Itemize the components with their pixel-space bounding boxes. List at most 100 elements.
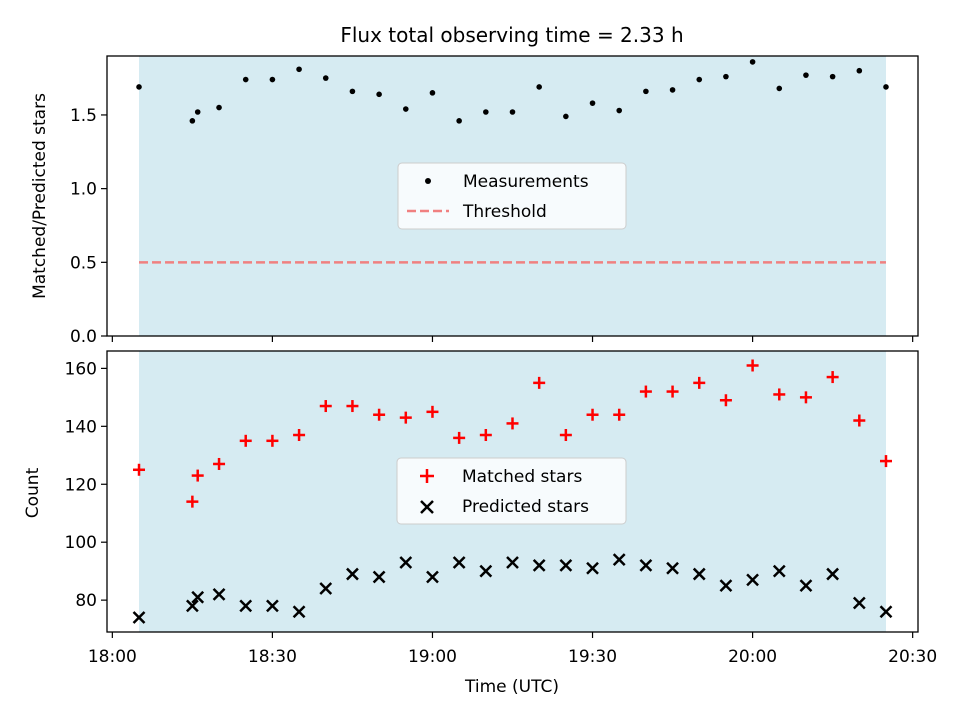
matched-star-point [186,495,199,508]
measurement-point [803,72,809,78]
x-tick-label: 18:30 [248,647,297,667]
matched-star-point [479,429,492,442]
predicted-star-point [532,558,546,572]
legend-measurements-label: Measurements [463,172,589,192]
measurement-point [616,107,623,114]
matched-star-point [799,391,812,404]
predicted-star-point [852,596,866,610]
measurement-point [883,84,889,90]
x-tick-label: 19:00 [408,647,457,667]
top-y-tick-label: 0.5 [70,253,97,273]
matched-star-point [266,434,279,447]
x-axis-label: Time (UTC) [464,677,559,697]
predicted-star-point [639,558,653,572]
bottom-y-tick-label: 160 [65,359,97,379]
matched-star-point [746,359,759,372]
measurement-point [776,85,783,92]
top-y-tick-label: 1.5 [70,106,97,126]
measurement-point [429,90,436,96]
matched-star-point [559,429,572,442]
measurement-points [136,59,889,124]
predicted-star-point [719,579,733,593]
predicted-star-point [132,611,146,624]
matched-star-point [533,376,546,389]
x-tick-label: 20:00 [728,647,777,667]
predicted-star-point [666,561,679,575]
bottom-y-tick-label: 80 [75,591,97,611]
matched-star-points [133,359,892,508]
top-plot-frame [106,55,919,337]
legend-threshold-label: Threshold [462,202,547,222]
measurement-point [509,109,516,115]
top-y-axis-label: Matched/Predicted stars [30,93,50,299]
matched-star-point [586,408,599,421]
bottom-y-ticks: 80 100 120 140 160 [65,359,107,611]
legend-matched-label: Matched stars [462,467,582,487]
measurement-point [669,87,676,93]
bottom-legend: Matched stars Predicted stars [396,457,627,525]
predicted-star-point [372,570,386,584]
matched-star-point [426,405,439,418]
measurement-point [563,113,569,120]
predicted-star-point [399,556,413,569]
predicted-star-point [319,582,333,595]
matched-star-point [239,434,252,447]
matched-star-point [773,388,786,401]
predicted-star-point [452,556,466,569]
legend-predicted-label: Predicted stars [462,497,589,517]
bottom-y-tick-label: 100 [65,533,97,553]
matched-star-point [453,431,466,444]
measurement-point [402,106,409,112]
top-legend: Measurements Threshold [397,162,627,230]
matched-star-point [613,408,626,421]
predicted-star-point [292,605,306,619]
predicted-star-point [506,556,519,569]
predicted-star-point [879,605,893,619]
predicted-star-point [185,599,199,613]
matched-star-point [853,414,866,427]
top-y-tick-label: 0.0 [70,327,97,347]
x-tick-label: 18:00 [88,647,137,667]
chart-title: Flux total observing time = 2.33 h [340,23,683,47]
predicted-star-point [212,587,226,601]
matched-star-point [666,385,679,398]
top-legend-box [397,162,627,230]
legend-matched-marker [420,469,434,483]
matched-star-point [373,408,386,421]
predicted-star-point [772,564,786,578]
matched-star-point [319,400,332,413]
bottom-plot-frame [106,350,919,633]
predicted-star-point [692,567,706,581]
x-tick-label: 19:30 [568,647,617,667]
measurement-point [296,66,302,73]
top-y-tick-label: 1.0 [70,180,97,200]
predicted-star-points [132,553,893,624]
measurement-point [322,75,329,81]
measurement-point [194,109,201,115]
top-x-ticks [111,336,914,342]
predicted-star-point [559,558,573,572]
matched-star-point [719,394,732,407]
predicted-star-point [239,599,253,613]
bottom-y-tick-label: 140 [65,417,97,437]
predicted-star-point [746,573,759,587]
predicted-star-point [191,590,205,604]
bottom-legend-box [396,457,627,525]
predicted-star-point [612,553,626,566]
legend-predicted-marker [420,500,434,514]
matched-star-point [191,469,204,482]
predicted-star-point [266,599,279,613]
measurement-point [216,104,222,111]
measurement-point [643,88,649,95]
measurement-point [349,88,356,95]
predicted-star-point [479,564,493,578]
measurement-point [749,59,756,65]
matched-star-point [879,455,892,468]
measurement-point [376,91,382,98]
matched-star-point [639,385,652,398]
predicted-star-point [426,570,439,584]
legend-measurements-marker [425,178,431,184]
predicted-star-point [346,567,359,581]
measurement-point [189,118,196,124]
predicted-star-point [826,567,840,581]
